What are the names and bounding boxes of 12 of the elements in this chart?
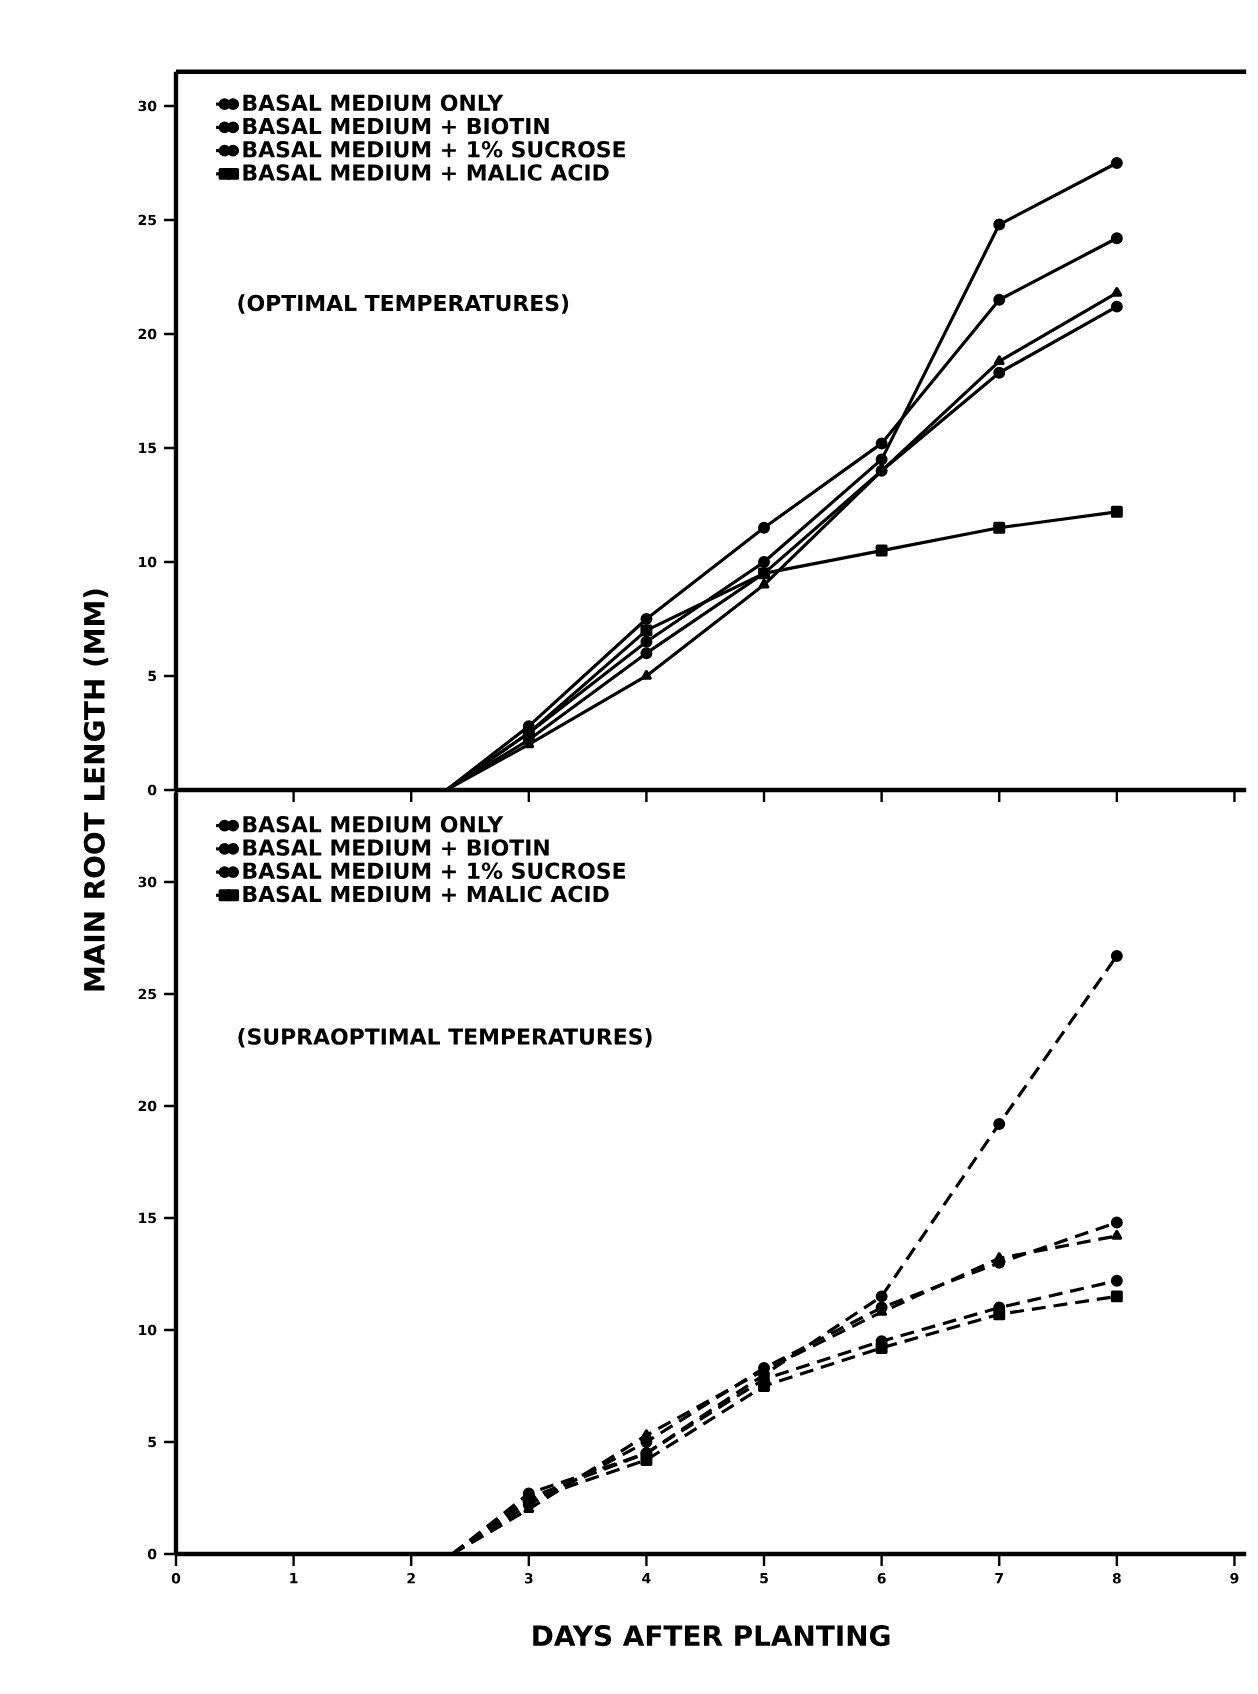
legend-label: BASAL MEDIUM + 1% SUCROSE <box>243 862 625 880</box>
x-axis-title: DAYS AFTER PLANTING <box>533 1625 890 1647</box>
legend-label: BASAL MEDIUM + 1% SUCROSE <box>243 141 625 158</box>
legend-label: BASAL MEDIUM ONLY <box>243 816 504 833</box>
legend-label: BASAL MEDIUM + BIOTIN <box>243 117 549 135</box>
legend-label: BASAL MEDIUM + MALIC ACID <box>243 885 609 903</box>
legend-label: BASAL MEDIUM ONLY <box>243 94 504 112</box>
legend-label: BASAL MEDIUM + MALIC ACID <box>243 164 609 181</box>
annotation: (OPTIMAL TEMPERATURES) <box>238 294 569 314</box>
legend-label: BASAL MEDIUM + BIOTIN <box>243 839 549 856</box>
annotation: (SUPRAOPTIMAL TEMPERATURES) <box>238 1027 652 1048</box>
y-axis-title: MAIN ROOT LENGTH (MM) <box>83 589 109 991</box>
